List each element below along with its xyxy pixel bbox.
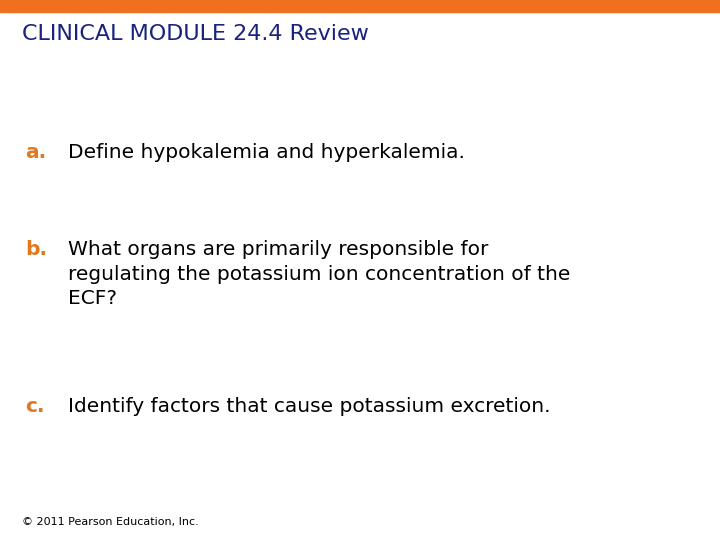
Text: c.: c.	[25, 397, 45, 416]
Text: b.: b.	[25, 240, 48, 259]
Text: © 2011 Pearson Education, Inc.: © 2011 Pearson Education, Inc.	[22, 516, 198, 526]
Text: a.: a.	[25, 143, 46, 162]
Text: CLINICAL MODULE 24.4 Review: CLINICAL MODULE 24.4 Review	[22, 24, 369, 44]
Text: Identify factors that cause potassium excretion.: Identify factors that cause potassium ex…	[68, 397, 551, 416]
Text: What organs are primarily responsible for
regulating the potassium ion concentra: What organs are primarily responsible fo…	[68, 240, 571, 308]
Text: Define hypokalemia and hyperkalemia.: Define hypokalemia and hyperkalemia.	[68, 143, 465, 162]
